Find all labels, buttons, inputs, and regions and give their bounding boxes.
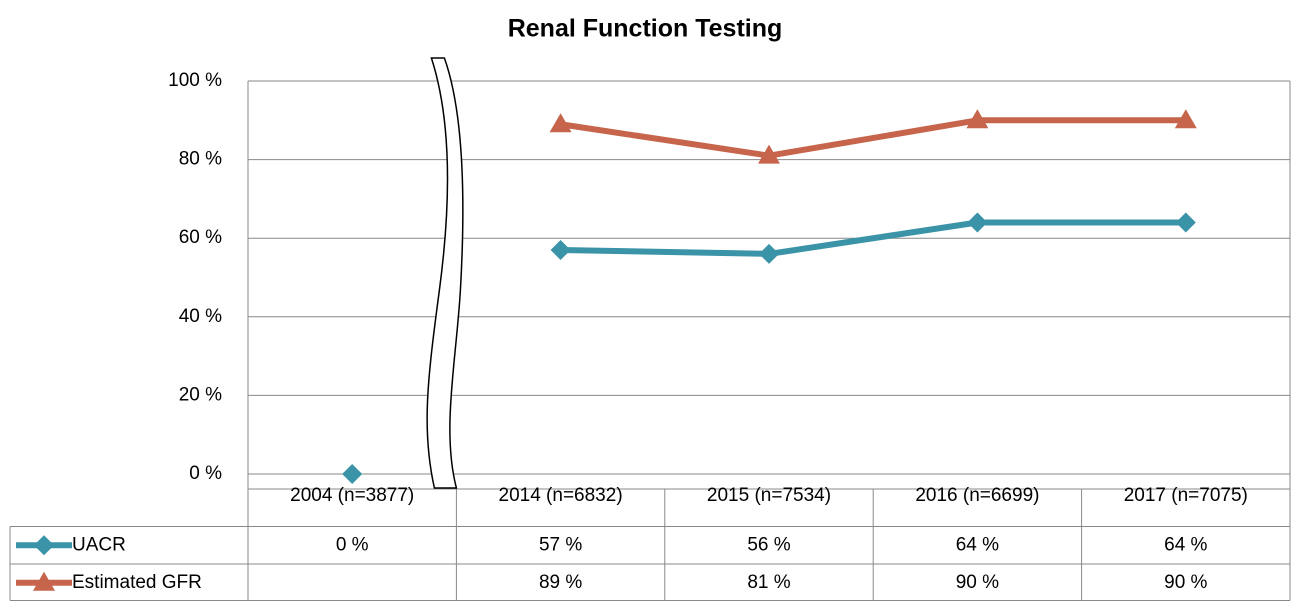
marker — [34, 535, 54, 556]
table-value: 90 % — [956, 572, 999, 593]
table-value: 56 % — [747, 534, 790, 555]
table-value: 0 % — [336, 534, 369, 555]
x-tick-label: 2017 (n=7075) — [1124, 485, 1248, 506]
axis-break — [426, 57, 464, 489]
x-tick-label: 2014 (n=6832) — [499, 485, 623, 506]
marker — [759, 243, 779, 264]
marker — [966, 109, 989, 129]
y-tick-label: 60 % — [179, 227, 222, 248]
marker — [967, 212, 988, 233]
chart-title: Renal Function Testing — [508, 15, 783, 43]
table-value: 89 % — [539, 572, 582, 593]
marker — [342, 464, 363, 484]
y-tick-label: 0 % — [189, 463, 222, 484]
table-value: 64 % — [1164, 534, 1207, 555]
x-tick-label: 2004 (n=3877) — [290, 485, 414, 506]
table-value: 57 % — [539, 534, 582, 555]
table-value: 90 % — [1164, 572, 1207, 593]
y-tick-label: 80 % — [179, 149, 222, 170]
series-line — [560, 219, 1186, 257]
y-tick-label: 100 % — [168, 70, 222, 91]
marker — [550, 239, 571, 260]
table-value: 81 % — [747, 572, 790, 593]
legend-label: UACR — [72, 534, 126, 555]
y-tick-label: 40 % — [179, 306, 222, 327]
legend-label: Estimated GFR — [72, 572, 202, 593]
series-line — [560, 117, 1186, 159]
x-tick-label: 2016 (n=6699) — [915, 485, 1039, 506]
marker — [549, 113, 572, 133]
marker — [1175, 212, 1196, 233]
table-value: 64 % — [956, 534, 999, 555]
marker — [33, 571, 55, 591]
marker — [758, 144, 780, 164]
y-tick-label: 20 % — [179, 384, 222, 405]
marker — [1174, 109, 1197, 129]
x-tick-label: 2015 (n=7534) — [707, 485, 831, 506]
